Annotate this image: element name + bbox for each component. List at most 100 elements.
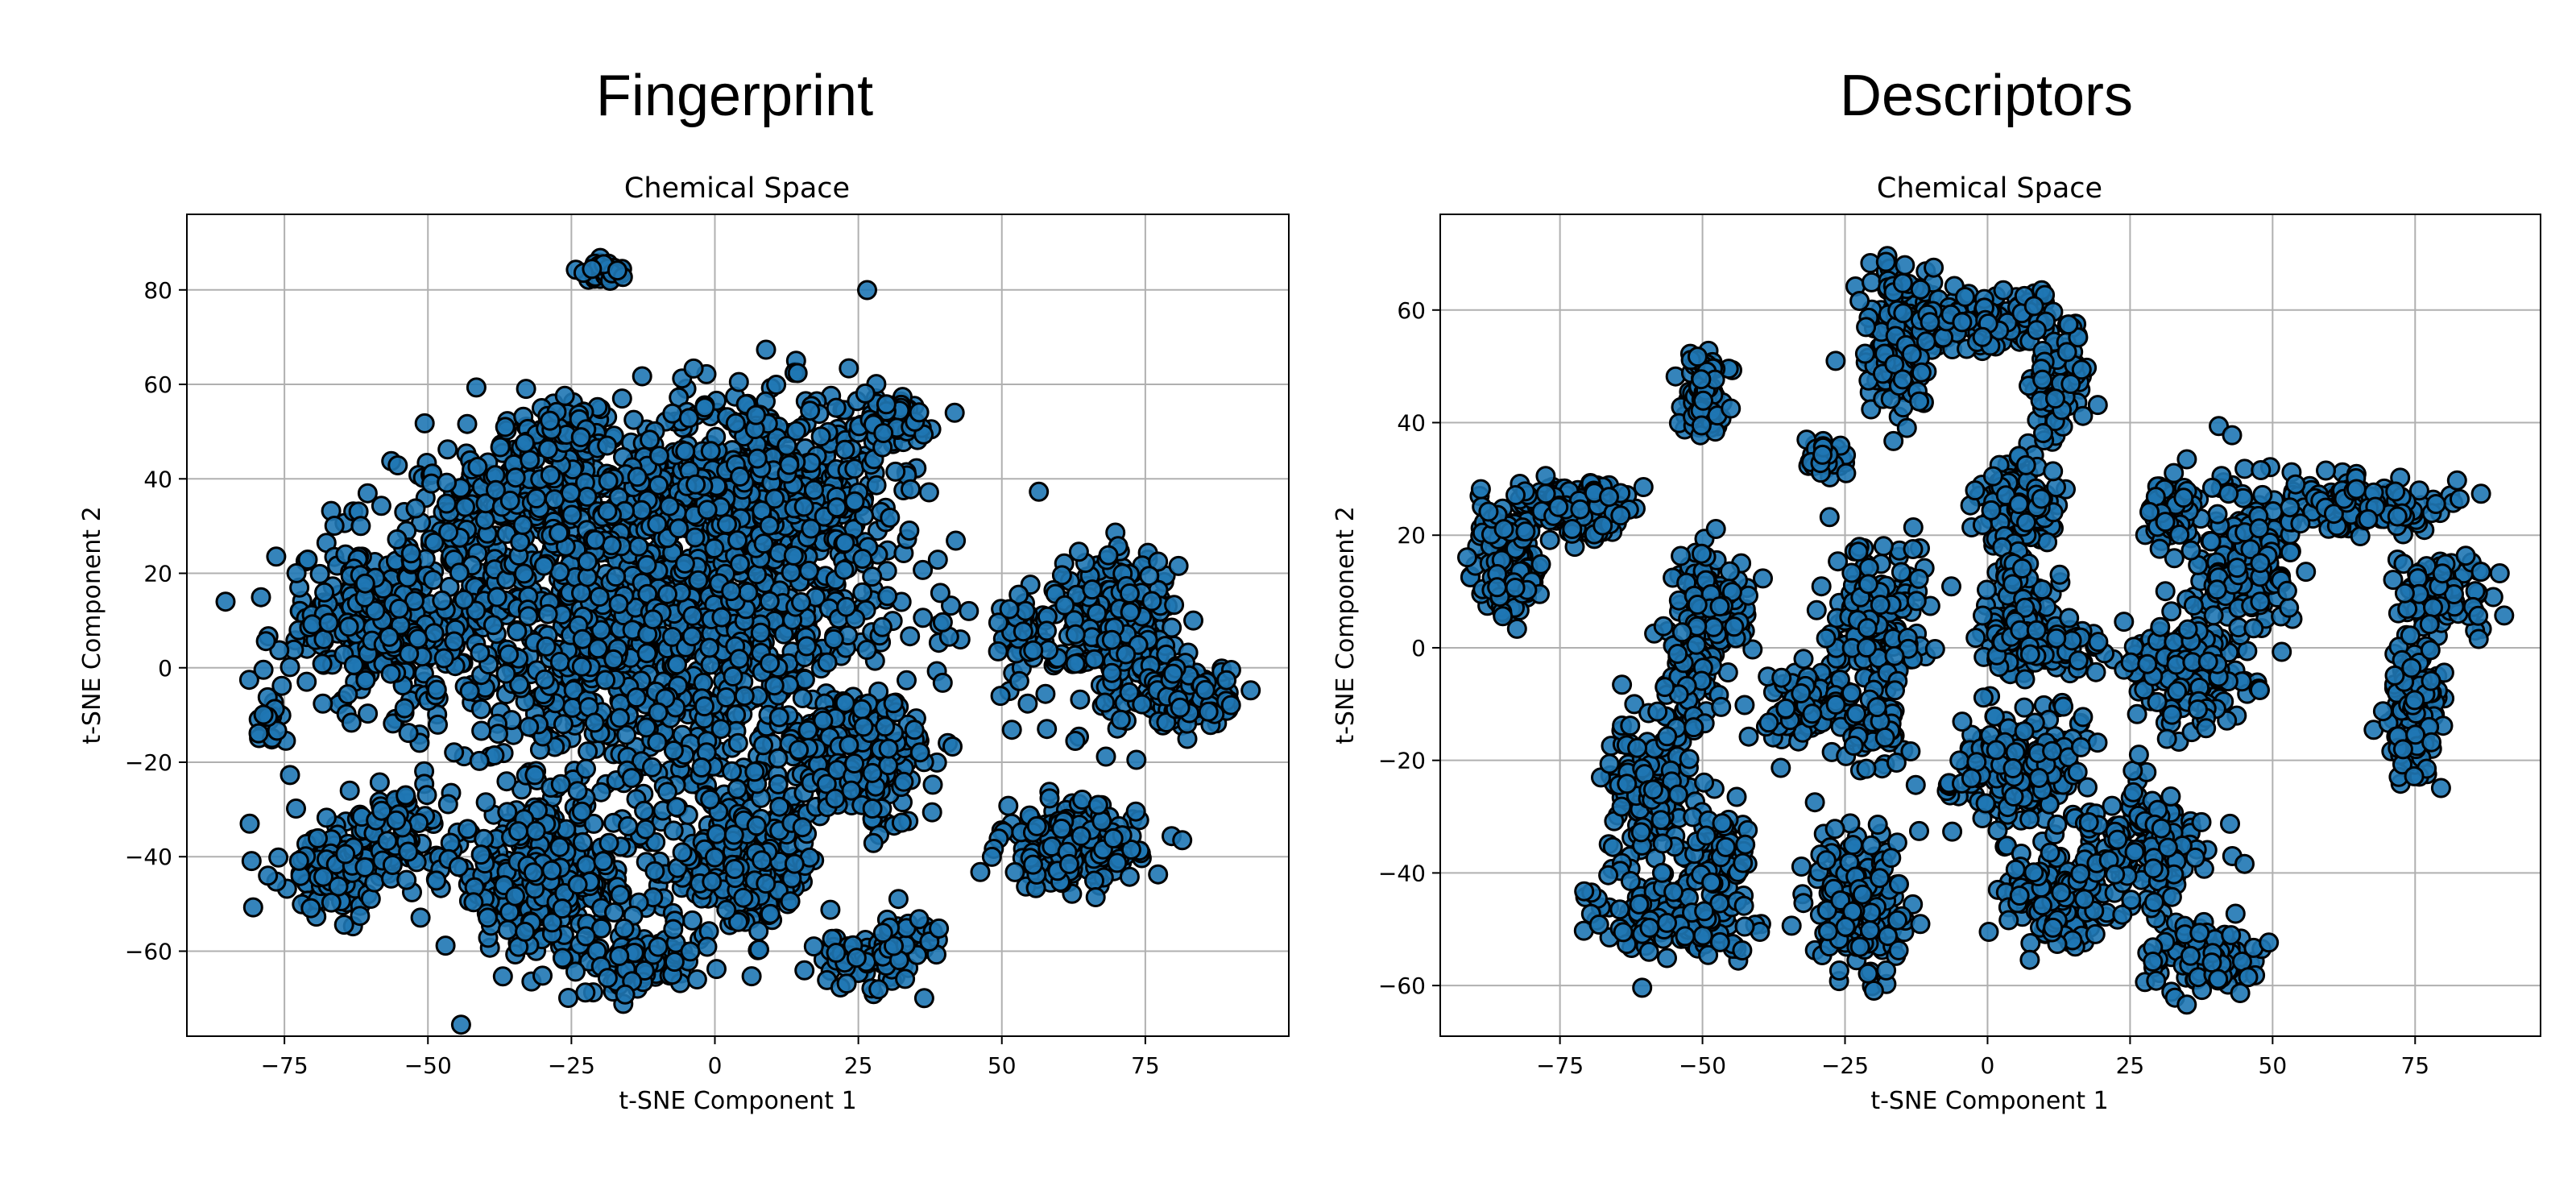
scatter-point: [674, 553, 695, 574]
scatter-point: [577, 551, 598, 572]
scatter-point: [813, 710, 834, 731]
scatter-point: [364, 872, 385, 893]
scatter-point: [572, 832, 593, 852]
scatter-point: [656, 782, 677, 803]
scatter-point: [382, 855, 403, 875]
scatter-point: [1101, 662, 1122, 683]
scatter-point: [1535, 483, 1556, 504]
scatter-point: [796, 636, 817, 657]
scatter-point: [746, 815, 767, 836]
scatter-point: [1084, 870, 1104, 891]
scatter-point: [942, 736, 963, 757]
scatter-point: [738, 582, 759, 603]
scatter-point: [455, 496, 475, 517]
x-tick-label: −25: [548, 1052, 595, 1079]
scatter-point: [561, 504, 582, 525]
scatter-point: [885, 461, 906, 482]
scatter-point: [416, 785, 437, 806]
scatter-point: [1023, 640, 1044, 661]
scatter-point: [959, 600, 979, 621]
scatter-point: [505, 467, 526, 488]
scatter-point: [360, 889, 381, 909]
scatter-point: [309, 563, 330, 584]
scatter-point: [803, 936, 824, 957]
y-tick-label: −20: [125, 749, 172, 776]
scatter-point: [536, 636, 557, 657]
scatter-point: [946, 530, 967, 551]
scatter-point: [496, 771, 517, 792]
scatter-point: [576, 758, 596, 779]
scatter-point: [644, 861, 665, 881]
scatter-point: [648, 475, 669, 496]
scatter-point: [682, 605, 703, 626]
scatter-point: [1107, 852, 1128, 873]
scatter-point: [764, 675, 785, 696]
scatter-point: [1198, 701, 1219, 722]
scatter-point: [1065, 653, 1086, 674]
scatter-point: [694, 696, 714, 717]
scatter-point: [792, 817, 813, 838]
scatter-point: [1065, 731, 1086, 751]
scatter-point: [852, 549, 873, 569]
scatter-point: [444, 742, 465, 763]
scatter-point: [741, 966, 762, 987]
scatter-point: [913, 608, 934, 628]
scatter-point: [998, 795, 1019, 816]
scatter-point: [405, 498, 426, 519]
scatter-point: [604, 902, 624, 923]
scatter-point: [1054, 595, 1075, 616]
scatter-point: [855, 383, 876, 404]
scatter-point: [467, 457, 488, 477]
x-tick-label: 75: [1131, 1052, 1160, 1079]
scatter-point: [685, 527, 706, 548]
scatter-point: [1168, 555, 1189, 576]
scatter-point: [710, 719, 731, 740]
scatter-point: [1085, 887, 1106, 907]
scatter-point: [723, 666, 743, 686]
scatter-point: [1705, 519, 1726, 539]
scatter-point: [537, 439, 558, 459]
scatter-point: [1686, 634, 1707, 655]
scatter-point: [1126, 749, 1147, 770]
scatter-point: [1506, 618, 1527, 639]
scatter-point: [669, 518, 690, 539]
scatter-point: [1095, 746, 1116, 767]
scatter-point: [435, 935, 456, 956]
scatter-point: [466, 377, 487, 398]
scatter-point: [734, 686, 755, 707]
scatter-point: [438, 521, 459, 542]
scatter-point: [510, 532, 531, 553]
scatter-point: [595, 670, 616, 691]
scatter-point: [1653, 616, 1674, 637]
scatter-point: [1724, 616, 1745, 637]
scatter-point: [1240, 680, 1261, 701]
scatter-point: [497, 802, 518, 823]
scatter-point: [266, 546, 287, 567]
scatter-point: [565, 961, 586, 982]
scatter-point: [1023, 854, 1043, 875]
scatter-point: [697, 936, 718, 957]
y-tick-label: −60: [125, 938, 172, 964]
scatter-point: [1008, 670, 1029, 691]
scatter-point: [789, 740, 810, 761]
scatter-point: [410, 907, 431, 928]
scatter-point: [1119, 583, 1140, 604]
scatter-point: [253, 704, 274, 725]
scatter-point: [558, 988, 578, 1008]
scatter-point: [918, 482, 939, 503]
scatter-point: [482, 615, 503, 636]
scatter-point: [685, 474, 706, 495]
scatter-point: [784, 853, 805, 874]
scatter-point: [981, 846, 1002, 867]
scatter-point: [716, 687, 737, 707]
scatter-point: [1058, 853, 1079, 874]
scatter-point: [433, 648, 454, 669]
scatter-point: [667, 654, 687, 675]
scatter-point: [357, 483, 378, 504]
scatter-point: [552, 948, 573, 969]
scatter-point: [567, 874, 588, 895]
x-tick-label: −50: [404, 1052, 452, 1079]
scatter-point: [878, 738, 899, 759]
scatter-point: [657, 583, 677, 604]
scatter-point: [1738, 585, 1758, 606]
